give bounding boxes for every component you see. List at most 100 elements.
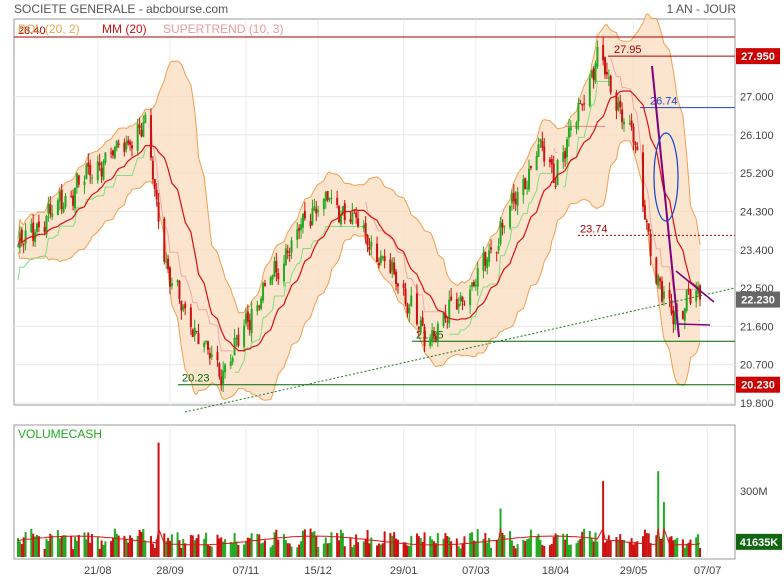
volume-bar [415,533,418,557]
candle-body [396,283,399,287]
candle-body [522,179,525,196]
candle-body [231,358,234,363]
volume-bar [567,544,570,557]
level-label-27-95: 27.95 [614,44,642,56]
candle-body [72,195,75,206]
volume-bar [528,538,531,557]
volume-bar [579,539,582,557]
candle-body [567,127,570,138]
candle-body [402,283,405,289]
volume-bar [275,529,278,557]
candle-body [115,140,118,149]
candle-body [579,103,582,105]
volume-bar [224,539,227,557]
volume-bar [497,539,500,557]
volume-bar [522,539,525,557]
volume-bar [17,538,19,557]
candle-body [581,103,584,106]
volume-bar [687,542,690,557]
volume-bar [163,533,166,557]
volume-bar [461,543,464,557]
candle-body [269,277,272,285]
volume-bar [216,534,219,557]
volume-bar [184,543,187,557]
volume-bar [605,540,608,557]
volume-bar [514,548,517,557]
candle-body [300,224,303,230]
volume-bar [343,546,346,557]
volume-bar [87,532,90,557]
candle-body [311,208,314,225]
bollinger-lower [17,140,701,401]
candle-body [689,290,692,304]
volume-bar [178,540,181,557]
chart-title: SOCIETE GENERALE - abcbourse.com [14,2,228,16]
volume-bar [123,535,126,557]
volume-bar [457,546,460,557]
candle-body [495,252,498,254]
volume-bar [98,548,101,557]
x-tick-label: 28/09 [156,565,184,577]
candle-body [393,262,396,274]
volume-bar [509,531,512,557]
candle-body [104,152,107,163]
level-label-23-74: 23.74 [580,223,608,235]
volume-bar [32,533,35,557]
price-tag-label: 22.230 [741,295,775,307]
candle-body [263,283,266,286]
volume-bar [621,539,624,557]
price-tag [736,291,780,308]
candle-body [408,307,411,314]
volume-bar [260,543,263,557]
volume-bar [104,541,107,557]
candle-body [543,146,546,162]
candle-body [366,234,369,246]
volume-bar [543,545,546,557]
candle-body [208,352,211,359]
volume-bar [170,534,173,557]
volume-bar [396,539,399,557]
candle-body [184,303,187,309]
volume-bar [75,540,78,557]
volume-bar [683,547,686,557]
candle-body [142,122,145,137]
candle-body [37,221,40,228]
candle-body [410,295,413,307]
candle-body [326,190,329,201]
wedge-upper-line [675,270,715,303]
volume-bar [317,546,320,557]
volume-bar [583,528,586,557]
candle-body [258,306,261,308]
candle-body [216,352,219,361]
volume-bar [165,541,168,557]
candle-body [353,210,356,212]
volume-bar [607,535,610,557]
candle-body [566,139,569,158]
volume-bar [313,531,316,557]
candle-body [562,152,565,162]
volume-bar [49,533,52,557]
level-label-26-74: 26.74 [650,96,678,108]
volume-bar [182,538,185,557]
volume-bar [284,540,287,557]
volume-bar [482,539,485,557]
candle-body [643,205,646,220]
volume-bar [351,547,354,557]
candle-body [376,243,379,262]
volume-bar [127,542,130,557]
volume-bar [189,534,192,557]
candle-body [514,198,517,205]
volume-bar [89,542,92,557]
candle-body [262,283,265,301]
volume-bar [256,533,259,557]
candle-body [140,129,143,137]
volume-bar [463,536,466,557]
volume-bar [72,549,75,557]
volume-bar [110,541,113,557]
volume-bar [58,538,61,557]
candle-body [486,259,489,269]
highlight-ellipse [653,132,679,222]
volume-bar [604,542,607,557]
candle-body [248,320,251,331]
y-tick-label: 20.700 [740,360,774,372]
